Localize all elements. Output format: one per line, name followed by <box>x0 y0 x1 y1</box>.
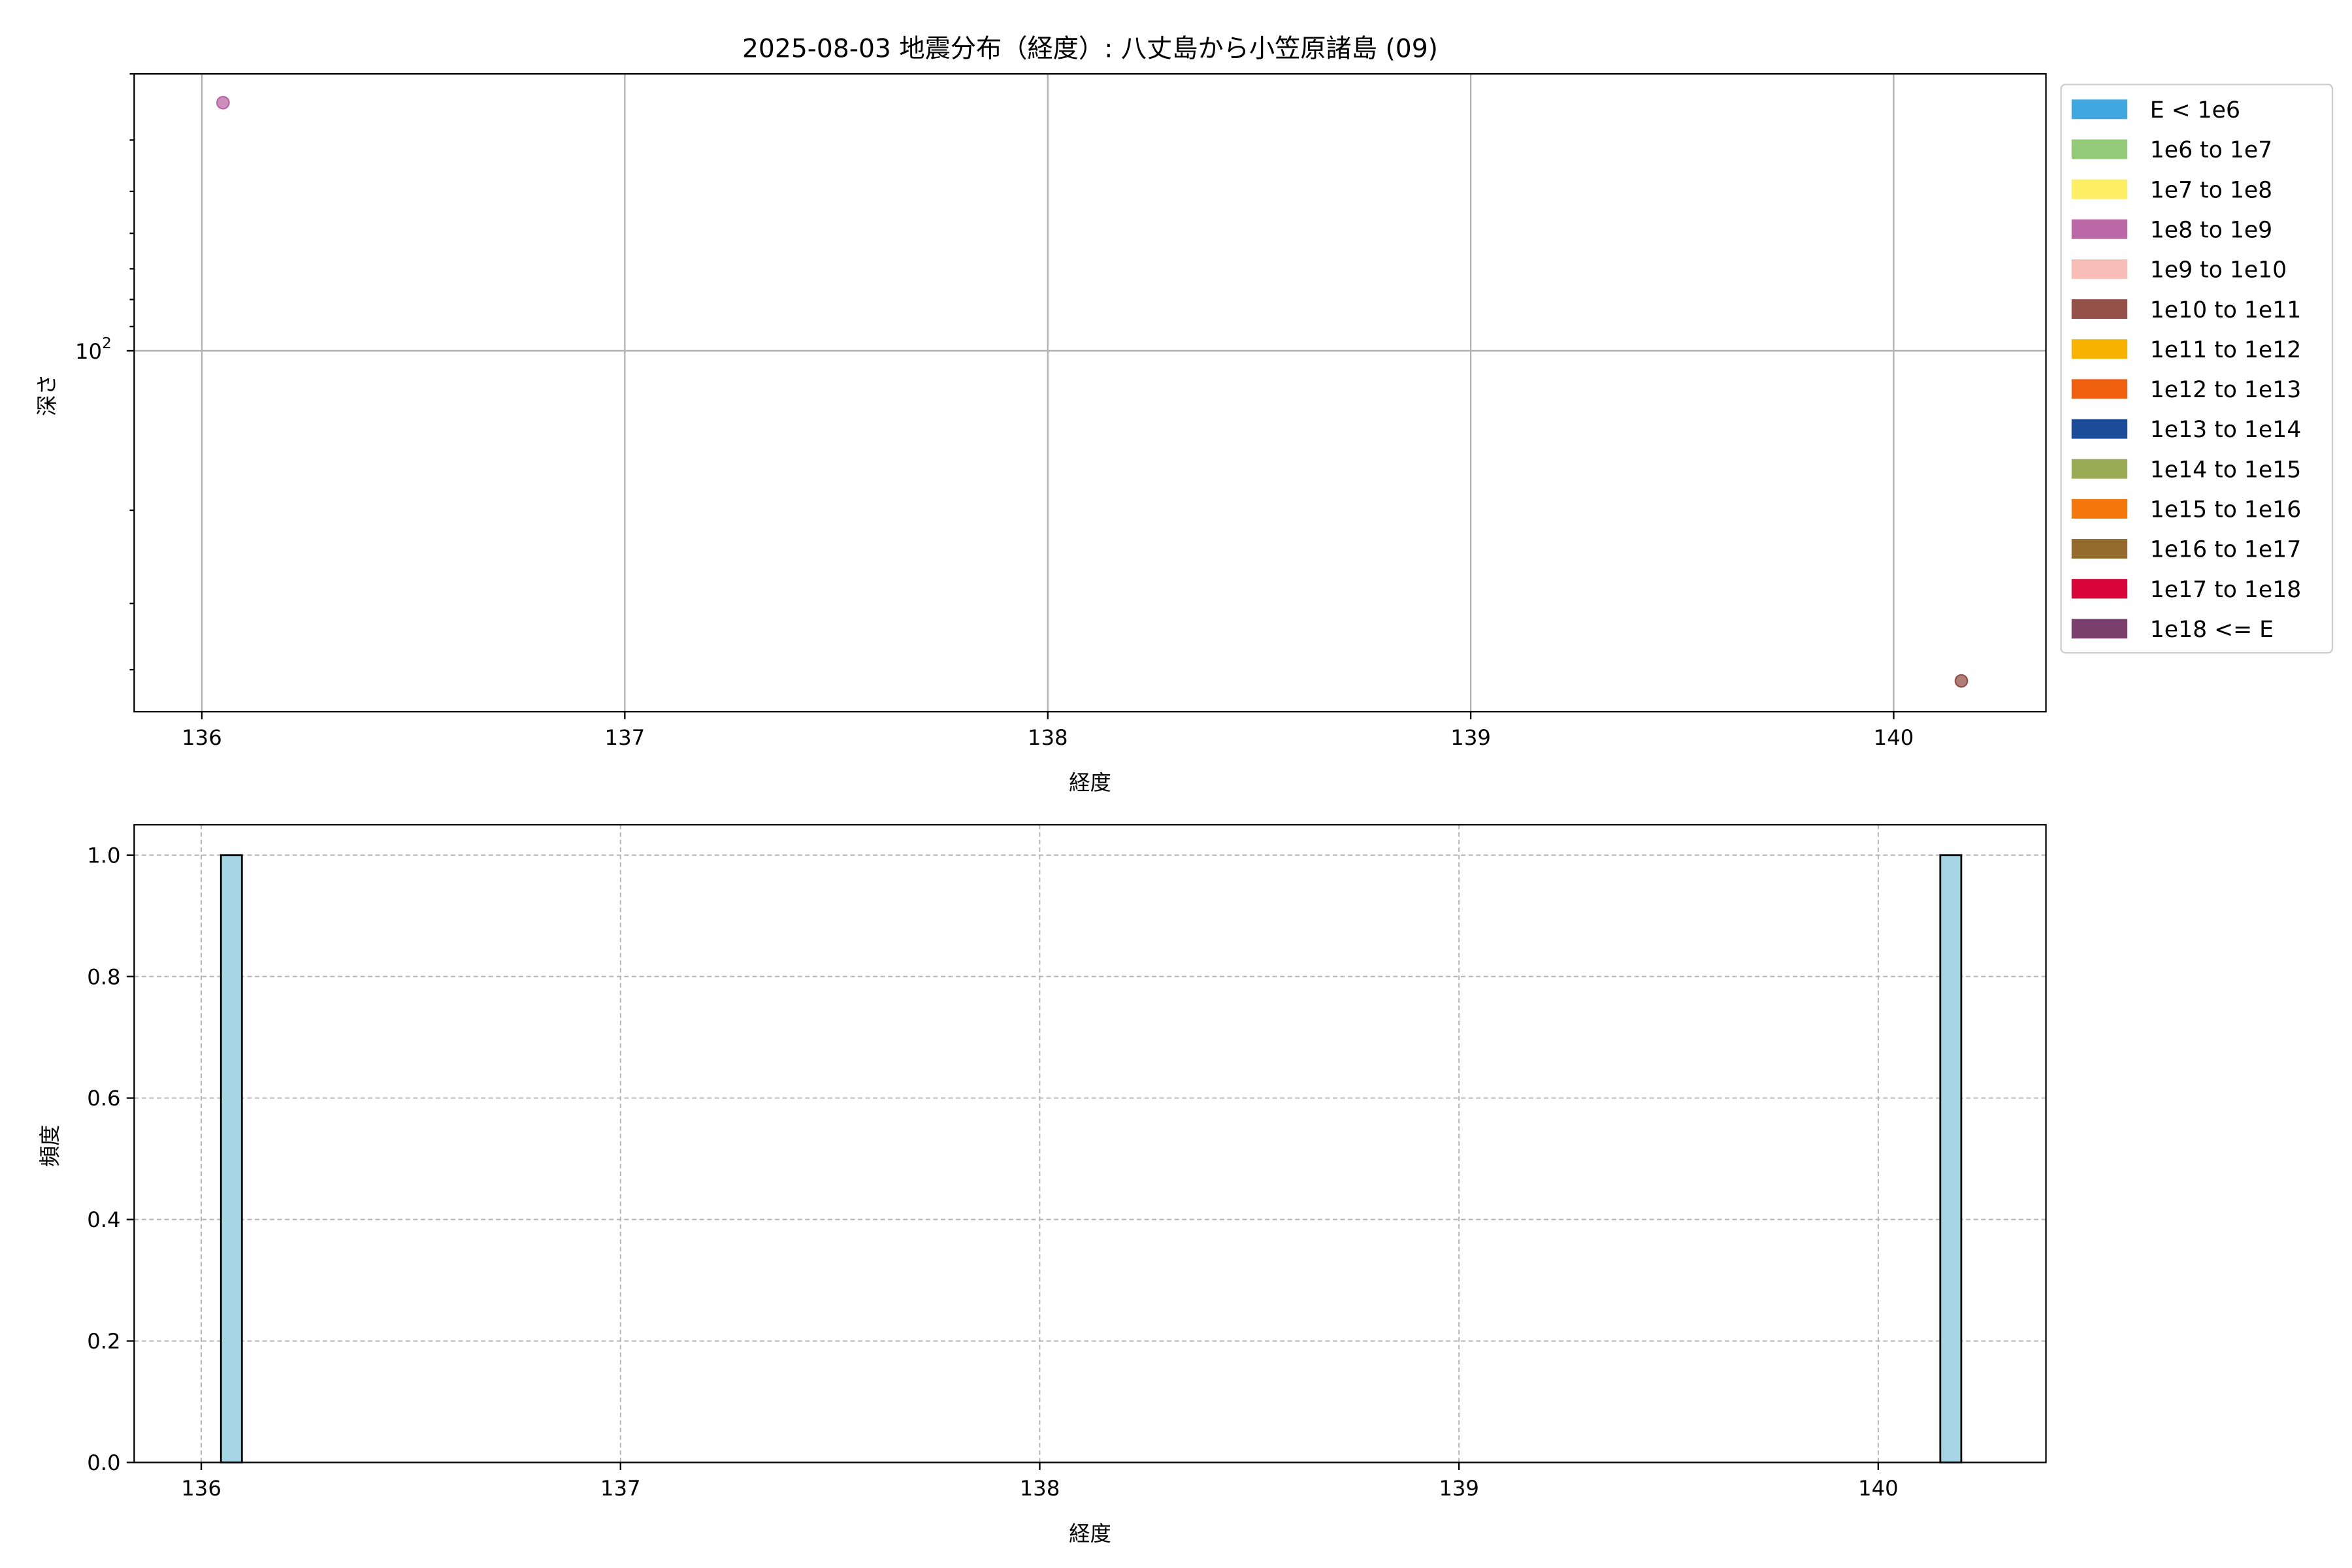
bottom-xlabel: 経度 <box>1069 1521 1111 1546</box>
legend-label: 1e16 to 1e17 <box>2150 537 2301 563</box>
legend-label: 1e11 to 1e12 <box>2150 337 2301 363</box>
legend-swatch <box>2071 459 2128 479</box>
histogram-bar <box>1939 854 1963 1463</box>
y-tick-label: 0.2 <box>87 1329 120 1354</box>
x-tick-label: 136 <box>181 1476 221 1501</box>
legend-swatch <box>2071 299 2128 319</box>
histogram-bar <box>220 854 243 1463</box>
x-tick-label: 140 <box>1874 725 1914 750</box>
x-tick-label: 139 <box>1450 725 1491 750</box>
legend-label: 1e9 to 1e10 <box>2150 257 2287 284</box>
top-ylabel: 深さ <box>35 374 59 416</box>
legend-label: 1e10 to 1e11 <box>2150 297 2301 323</box>
chart-title: 2025-08-03 地震分布（経度）: 八丈島から小笠原諸島 (09) <box>742 35 1438 64</box>
scatter-panel: 136 137 138 139 140 <box>126 73 2047 750</box>
y-tick-label: 0.6 <box>87 1086 120 1111</box>
legend-swatch <box>2071 539 2128 559</box>
x-tick-label: 138 <box>1020 1476 1060 1501</box>
legend-frame <box>2060 84 2334 654</box>
x-tick-label: 139 <box>1439 1476 1479 1501</box>
x-tick-label: 140 <box>1858 1476 1899 1501</box>
plot-frame <box>133 824 2047 1463</box>
legend-label: 1e7 to 1e8 <box>2150 177 2272 203</box>
legend-swatch <box>2071 139 2128 159</box>
legend-swatch <box>2071 498 2128 519</box>
legend-swatch <box>2071 219 2128 239</box>
legend-swatch <box>2071 179 2128 199</box>
plot-frame <box>133 73 2047 713</box>
legend-label: 1e15 to 1e16 <box>2150 497 2301 523</box>
legend-swatch <box>2071 579 2128 599</box>
legend-swatch <box>2071 339 2128 359</box>
legend-label: 1e13 to 1e14 <box>2150 417 2301 443</box>
y-tick-label: 1.0 <box>87 843 120 868</box>
x-tick-label: 138 <box>1028 725 1068 750</box>
legend-label: 1e17 to 1e18 <box>2150 577 2301 603</box>
data-point <box>1954 674 1968 688</box>
x-tick-label: 137 <box>605 725 645 750</box>
legend-label: 1e18 <= E <box>2150 617 2274 643</box>
legend-label: 1e14 to 1e15 <box>2150 457 2301 483</box>
ytick-label-100: 102 <box>75 335 112 364</box>
legend-swatch <box>2071 259 2128 279</box>
legend-label: 1e8 to 1e9 <box>2150 217 2272 243</box>
data-point <box>216 95 230 110</box>
legend-label: 1e12 to 1e13 <box>2150 377 2301 403</box>
legend: E < 1e6 1e6 to 1e7 1e7 to 1e8 1e8 to 1e9 1e9… <box>2060 84 2334 654</box>
y-tick-label: 0.8 <box>87 964 120 989</box>
y-tick-label: 0.0 <box>87 1450 120 1475</box>
legend-label: 1e6 to 1e7 <box>2150 137 2272 163</box>
x-tick-label: 137 <box>600 1476 641 1501</box>
histogram-panel: 136 137 138 139 140 0.0 0.2 0.4 0.6 0.8 1.0 <box>87 824 2047 1501</box>
legend-swatch <box>2071 619 2128 639</box>
legend-swatch <box>2071 379 2128 399</box>
y-tick-label: 0.4 <box>87 1207 120 1232</box>
legend-label: E < 1e6 <box>2150 97 2240 123</box>
bottom-ylabel: 頻度 <box>38 1125 63 1168</box>
x-tick-label: 136 <box>182 725 222 750</box>
legend-swatch <box>2071 419 2128 439</box>
top-xlabel: 経度 <box>1069 770 1111 795</box>
legend-swatch <box>2071 99 2128 120</box>
